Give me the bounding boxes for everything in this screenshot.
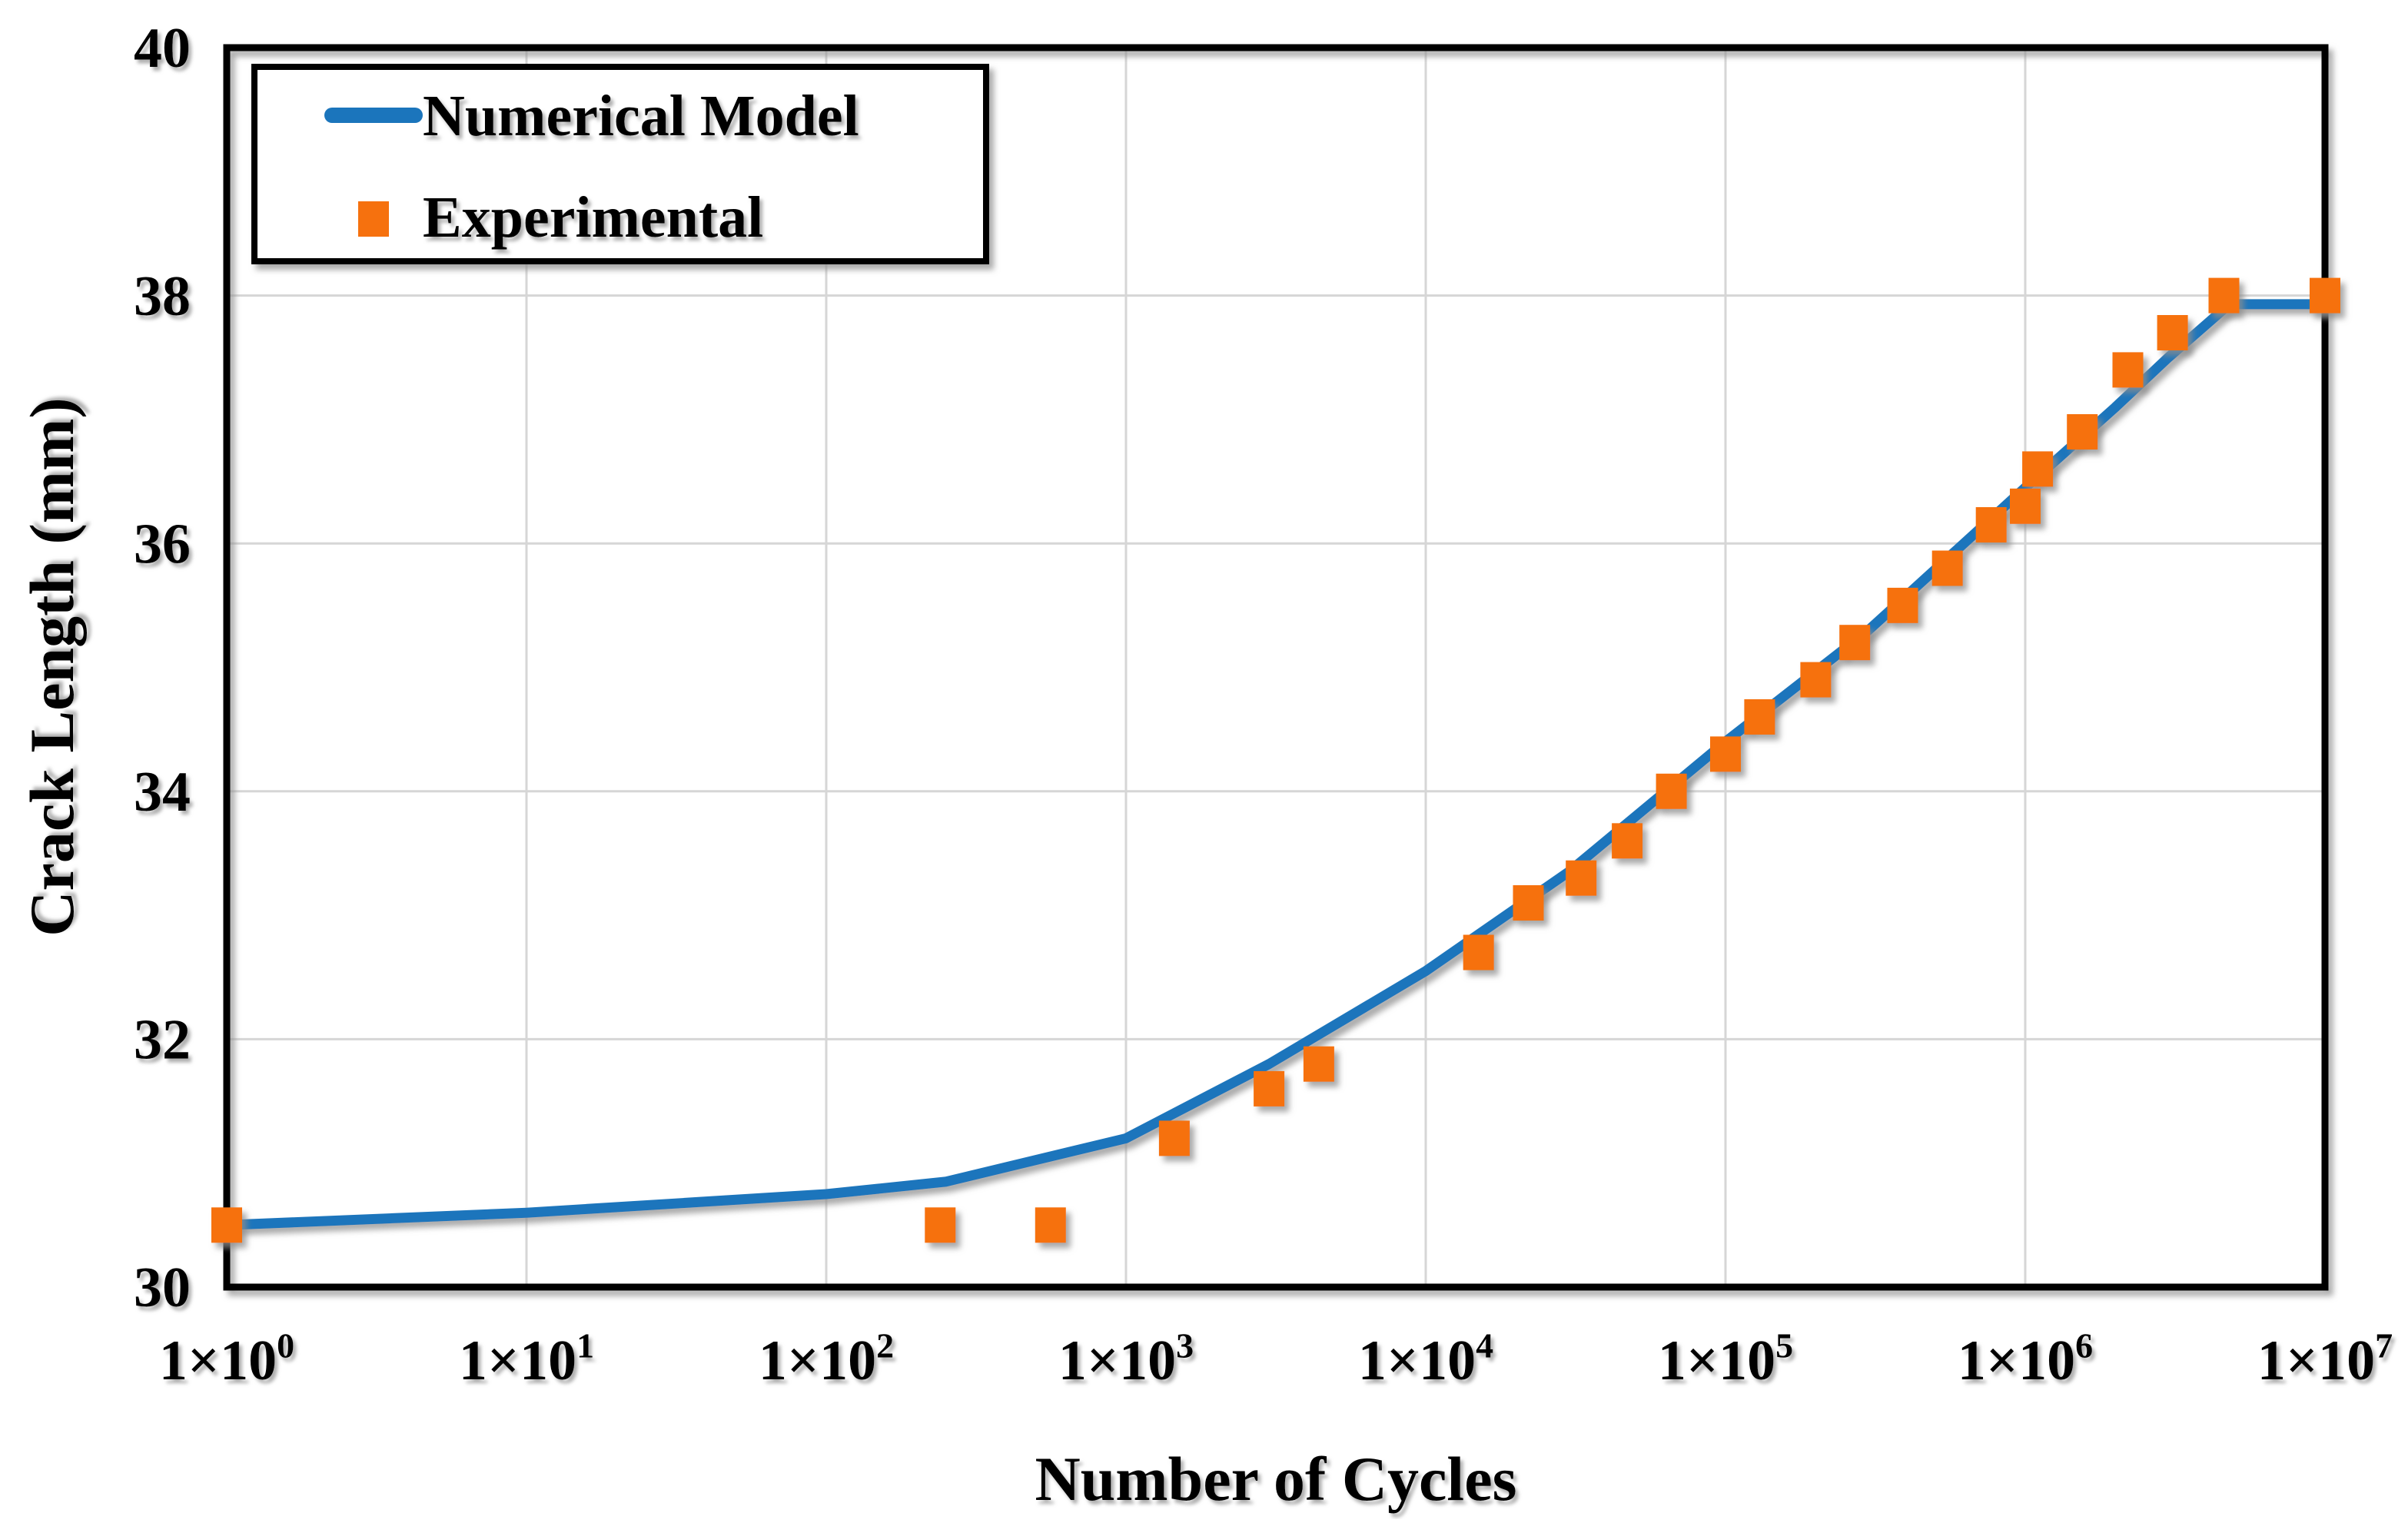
y-tick-label: 40 — [134, 17, 191, 80]
experimental-point-marker — [1887, 587, 1918, 623]
x-axis-title: Number of Cycles — [1035, 1444, 1516, 1514]
y-tick-label: 36 — [134, 513, 191, 576]
x-tick-label: 1×105 — [1658, 1326, 1793, 1392]
y-tick-label: 34 — [134, 761, 191, 824]
y-tick-label: 38 — [134, 265, 191, 328]
experimental-point-marker — [1612, 823, 1643, 859]
experimental-point-marker — [1303, 1046, 1334, 1082]
y-axis-title: Crack Length (mm) — [17, 397, 87, 936]
x-tick-label: 1×103 — [1058, 1326, 1194, 1392]
y-axis-tick-labels: 30 32 34 36 38 40 — [134, 17, 191, 1319]
experimental-point-marker — [1744, 699, 1775, 735]
experimental-point-marker — [2310, 277, 2340, 314]
experimental-point-marker — [1710, 736, 1741, 772]
experimental-points — [211, 277, 2340, 1243]
y-tick-label: 30 — [134, 1256, 191, 1319]
experimental-point-marker — [2022, 451, 2054, 487]
experimental-point-marker — [1656, 773, 1687, 809]
experimental-point-marker — [2010, 488, 2041, 524]
experimental-point-marker — [1800, 662, 1832, 698]
legend-label-numerical-model: Numerical Model — [423, 84, 859, 148]
experimental-point-marker — [1463, 934, 1494, 971]
experimental-point-marker — [1513, 885, 1544, 921]
legend-marker-sample — [358, 201, 389, 237]
experimental-point-marker — [1839, 625, 1871, 661]
experimental-point-marker — [2157, 315, 2188, 350]
x-tick-label: 1×102 — [759, 1326, 894, 1392]
data-series — [211, 277, 2340, 1243]
x-tick-label: 1×104 — [1358, 1326, 1493, 1392]
experimental-point-marker — [1931, 550, 1963, 586]
experimental-point-marker — [1566, 860, 1597, 896]
experimental-point-marker — [925, 1207, 956, 1243]
x-tick-label: 1×106 — [1958, 1326, 2093, 1392]
legend-label-experimental: Experimental — [423, 185, 763, 250]
x-tick-label: 1×100 — [159, 1326, 294, 1392]
experimental-point-marker — [211, 1207, 242, 1243]
experimental-point-marker — [1975, 507, 2007, 543]
experimental-point-marker — [2067, 414, 2098, 450]
x-tick-label: 1×101 — [459, 1326, 594, 1392]
x-axis-tick-labels: 1×100 1×101 1×102 1×103 1×104 1×105 1×106 1×107 — [159, 1326, 2393, 1392]
y-tick-label: 32 — [134, 1009, 191, 1072]
experimental-point-marker — [1035, 1207, 1066, 1243]
experimental-point-marker — [2208, 277, 2240, 314]
experimental-point-marker — [2112, 352, 2144, 388]
plot-border — [223, 44, 2329, 1291]
legend: Numerical Model Experimental — [251, 64, 989, 264]
x-tick-label: 1×107 — [2257, 1326, 2393, 1392]
experimental-point-marker — [1158, 1120, 1190, 1156]
experimental-point-marker — [1254, 1070, 1285, 1107]
